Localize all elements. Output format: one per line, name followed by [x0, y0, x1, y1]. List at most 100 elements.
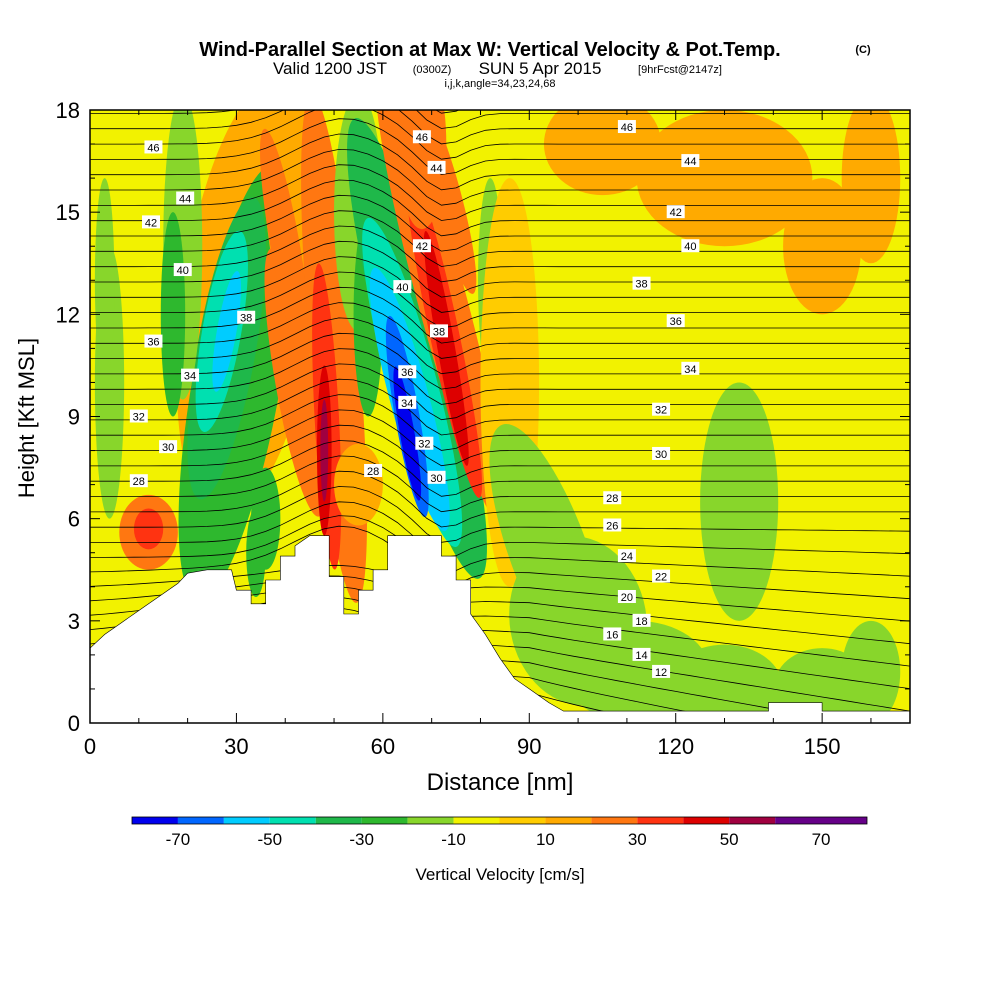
- contour-label-bg: [142, 215, 161, 229]
- theta-contour: [90, 256, 910, 313]
- colorbar-swatch: [177, 817, 224, 824]
- contour-label-text: 40: [177, 265, 189, 277]
- velocity-patch: [783, 178, 862, 315]
- contour-label-bg: [681, 154, 700, 168]
- contour-label: 34: [681, 361, 700, 376]
- velocity-patch: [665, 644, 784, 723]
- theta-contour: [90, 455, 910, 513]
- contour-label: 30: [159, 440, 178, 454]
- contour-label-bg: [603, 491, 622, 505]
- contour-label-bg: [617, 589, 636, 603]
- colorbar-tick-label: 70: [812, 830, 831, 849]
- colorbar-swatch: [269, 817, 316, 824]
- subtitle-valid: Valid 1200 JST: [273, 59, 387, 78]
- contour-label-text: 30: [162, 442, 174, 454]
- contour-label: 42: [142, 215, 161, 229]
- contour-label-bg: [393, 280, 412, 294]
- contour-label-bg: [159, 440, 178, 454]
- contour-label-bg: [652, 402, 671, 416]
- contour-label-text: 12: [655, 667, 667, 679]
- x-axis: 0 30 60 90 120 150: [84, 110, 872, 759]
- contour-label-text: 46: [621, 122, 633, 134]
- contour-label-text: 46: [147, 142, 159, 154]
- colorbar-swatch: [499, 817, 546, 824]
- theta-contour: [90, 486, 910, 543]
- terrain-area: [90, 535, 910, 723]
- theta-contour: [90, 525, 910, 600]
- contour-label-text: 38: [635, 279, 647, 291]
- velocity-patch: [133, 508, 164, 550]
- y-tick-label: 3: [68, 609, 80, 634]
- contour-label-bg: [617, 120, 636, 134]
- contour-label-text: 14: [635, 650, 647, 662]
- velocity-patch: [700, 382, 779, 621]
- contour-label-bg: [398, 365, 417, 379]
- contour-label-bg: [632, 613, 651, 627]
- contour-label: 26: [603, 518, 622, 532]
- contour-label: 28: [364, 463, 383, 478]
- contour-label: 32: [652, 402, 671, 417]
- contour-label-text: 44: [179, 194, 191, 206]
- contour-label-bg: [652, 446, 671, 460]
- contour-label-bg: [427, 470, 446, 484]
- contour-label-text: 42: [416, 241, 428, 253]
- theta-contour: [90, 440, 910, 497]
- theta-contour: [90, 110, 910, 160]
- colorbar-swatch: [361, 817, 408, 824]
- theta-contour: [90, 378, 910, 436]
- y-tick-label: 15: [56, 200, 80, 225]
- contour-label-bg: [176, 191, 195, 205]
- contour-label-text: 32: [655, 405, 667, 417]
- contour-label-text: 34: [684, 364, 696, 376]
- theta-contour: [90, 363, 910, 421]
- contour-label: 40: [173, 263, 192, 277]
- contour-label-bg: [603, 627, 622, 641]
- contour-label-text: 28: [606, 493, 618, 505]
- contour-label-text: 34: [401, 398, 413, 410]
- colorbar-tick-label: 30: [628, 830, 647, 849]
- chart-title: Wind-Parallel Section at Max W: Vertical…: [199, 39, 780, 61]
- contour-label-bg: [632, 647, 651, 661]
- subtitle-forecast: [9hrFcst@2147z]: [638, 64, 722, 76]
- colorbar-tick-label: 50: [720, 830, 739, 849]
- colorbar-label: Vertical Velocity [cm/s]: [415, 865, 584, 884]
- contour-label-text: 44: [430, 163, 442, 175]
- velocity-patch: [841, 620, 901, 723]
- contour-label: 44: [176, 191, 195, 206]
- contour-label: 18: [632, 613, 651, 628]
- contour-label: 32: [415, 436, 434, 451]
- subtitle-utc: (0300Z): [413, 64, 452, 76]
- contour-label-bg: [398, 395, 417, 409]
- theta-contour: [90, 225, 910, 283]
- theta-contour: [90, 317, 910, 375]
- velocity-patch: [246, 508, 266, 597]
- contour-label-text: 36: [670, 316, 682, 328]
- contour-label: 32: [129, 409, 148, 424]
- colorbar-tick-label: -10: [441, 830, 466, 849]
- theta-contour: [90, 286, 910, 344]
- colorbar-tick-label: -70: [166, 830, 191, 849]
- contour-label-bg: [144, 334, 163, 348]
- contour-label: 28: [129, 474, 148, 488]
- colorbar-swatch: [775, 817, 867, 824]
- theta-contour: [90, 271, 910, 329]
- contour-label-bg: [617, 549, 636, 563]
- contour-label-text: 32: [133, 412, 145, 424]
- contour-label: 34: [181, 368, 200, 383]
- contour-label-bg: [415, 436, 434, 450]
- contour-label-bg: [412, 239, 431, 253]
- contour-label: 34: [398, 395, 417, 410]
- velocity-patch: [160, 212, 186, 417]
- theta-contour: [90, 210, 910, 267]
- theta-contour: [90, 409, 910, 467]
- theta-contour: [90, 515, 910, 577]
- contour-label-text: 36: [401, 367, 413, 379]
- contour-label: 46: [412, 130, 431, 144]
- contour-label-text: 30: [655, 449, 667, 461]
- contour-label: 24: [617, 549, 636, 563]
- contour-label-text: 46: [416, 132, 428, 144]
- theta-contour: [90, 118, 910, 175]
- colorbar-tick-label: 10: [536, 830, 555, 849]
- y-tick-label: 18: [56, 98, 80, 123]
